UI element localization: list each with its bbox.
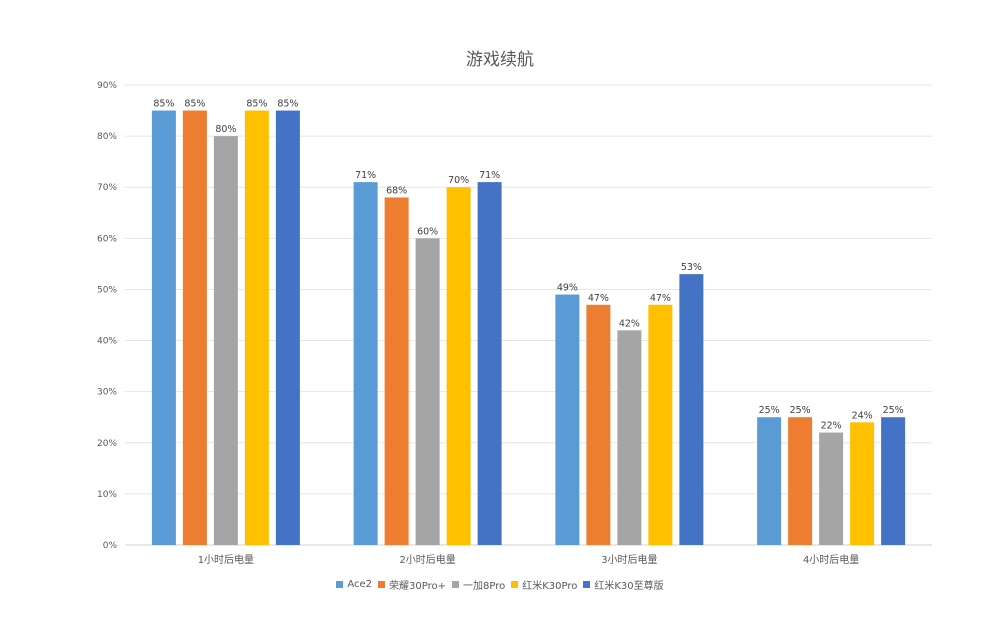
legend-label: 荣耀30Pro+ bbox=[389, 581, 446, 592]
data-label: 85% bbox=[153, 99, 174, 110]
legend-swatch bbox=[378, 581, 386, 588]
legend-item: 红米K30至尊版 bbox=[583, 577, 664, 592]
bar bbox=[244, 110, 269, 546]
data-label: 25% bbox=[759, 405, 780, 416]
legend-swatch bbox=[451, 581, 459, 588]
data-label: 25% bbox=[883, 405, 904, 416]
bar bbox=[850, 422, 875, 545]
legend-item: 荣耀30Pro+ bbox=[378, 577, 446, 592]
bar bbox=[555, 294, 580, 545]
data-label: 68% bbox=[386, 185, 407, 196]
y-tick-label: 40% bbox=[97, 337, 117, 347]
bar bbox=[617, 330, 642, 545]
data-label: 24% bbox=[852, 410, 873, 421]
legend-swatch bbox=[583, 581, 591, 588]
data-label: 25% bbox=[790, 405, 811, 416]
bar bbox=[679, 274, 704, 545]
legend-swatch bbox=[336, 581, 344, 588]
bar bbox=[648, 304, 673, 545]
bar bbox=[788, 417, 813, 545]
bar bbox=[151, 110, 176, 546]
legend-item: 一加8Pro bbox=[451, 577, 506, 592]
x-tick-label: 1小时后电量 bbox=[198, 553, 254, 566]
bar bbox=[384, 197, 409, 545]
legend-label: 一加8Pro bbox=[462, 581, 506, 592]
y-tick-label: 0% bbox=[103, 541, 118, 551]
data-label: 85% bbox=[277, 99, 298, 110]
bar bbox=[353, 182, 378, 545]
y-tick-label: 70% bbox=[97, 183, 117, 193]
bar bbox=[275, 110, 300, 546]
data-label: 85% bbox=[184, 99, 205, 110]
data-label: 42% bbox=[619, 318, 640, 329]
legend-label: Ace2 bbox=[347, 579, 373, 590]
y-tick-label: 90% bbox=[97, 81, 117, 91]
bar bbox=[586, 304, 611, 545]
data-label: 47% bbox=[588, 293, 609, 304]
y-tick-label: 60% bbox=[97, 234, 117, 244]
bar bbox=[477, 182, 502, 545]
bar bbox=[881, 417, 906, 545]
legend: Ace2 荣耀30Pro+ 一加8Pro 红米K30Pro 红米K30至尊版 bbox=[0, 577, 1000, 592]
data-label: 71% bbox=[479, 170, 500, 181]
bar bbox=[213, 136, 238, 545]
y-tick-label: 30% bbox=[97, 388, 117, 398]
data-label: 53% bbox=[681, 262, 702, 273]
data-label: 80% bbox=[215, 124, 236, 135]
data-label: 70% bbox=[448, 175, 469, 186]
bar bbox=[415, 238, 440, 546]
y-tick-label: 50% bbox=[97, 285, 117, 295]
legend-label: 红米K30至尊版 bbox=[594, 581, 664, 592]
legend-item: 红米K30Pro bbox=[511, 577, 577, 592]
data-label: 49% bbox=[557, 283, 578, 294]
bar bbox=[819, 432, 844, 545]
y-tick-label: 80% bbox=[97, 132, 117, 142]
x-tick-label: 4小时后电量 bbox=[803, 553, 859, 566]
y-tick-label: 20% bbox=[97, 439, 117, 449]
data-label: 47% bbox=[650, 293, 671, 304]
legend-item: Ace2 bbox=[336, 579, 372, 590]
data-label: 71% bbox=[355, 170, 376, 181]
data-label: 22% bbox=[821, 421, 842, 432]
bar bbox=[446, 187, 471, 545]
legend-label: 红米K30Pro bbox=[522, 581, 578, 592]
legend-swatch bbox=[511, 581, 519, 588]
x-tick-label: 2小时后电量 bbox=[399, 553, 455, 566]
bar bbox=[757, 417, 782, 545]
bar bbox=[182, 110, 207, 546]
y-tick-label: 10% bbox=[97, 490, 117, 500]
data-label: 60% bbox=[417, 226, 438, 237]
x-tick-label: 3小时后电量 bbox=[601, 553, 657, 566]
data-label: 85% bbox=[246, 99, 267, 110]
chart-title: 游戏续航 bbox=[466, 50, 534, 70]
